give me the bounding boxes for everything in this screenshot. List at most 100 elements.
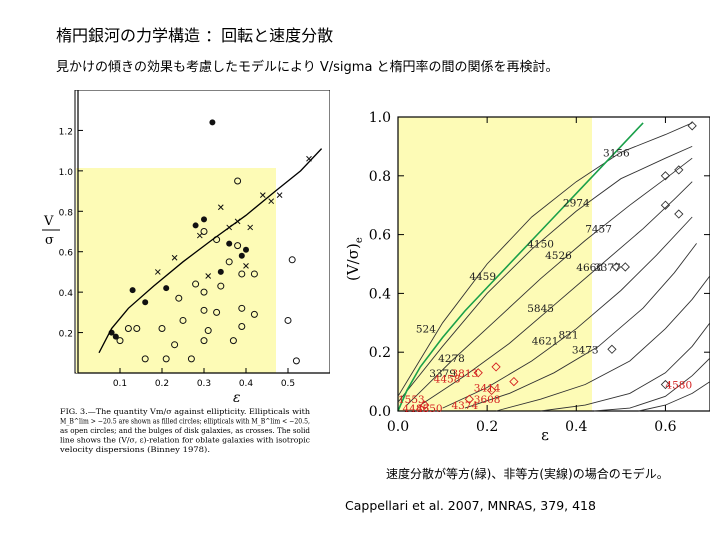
open-circle-point xyxy=(133,325,141,333)
diamond-marker xyxy=(607,344,617,354)
y-tick-label: 0.8 xyxy=(59,208,74,218)
galaxy-label: 5845 xyxy=(527,303,554,315)
galaxy-label: 4150 xyxy=(527,238,554,250)
cross-point xyxy=(217,204,224,211)
y-tick-label: 0.2 xyxy=(369,345,391,361)
galaxy-label: 7457 xyxy=(585,224,612,236)
filled-circle-point xyxy=(192,222,199,229)
open-circle-point xyxy=(288,256,296,264)
anisotropic-curve xyxy=(495,275,710,412)
diamond-marker xyxy=(660,171,671,181)
galaxy-label: 4486 xyxy=(402,403,429,415)
galaxy-label: 4580 xyxy=(665,380,692,392)
y-tick-label: 0.4 xyxy=(59,289,74,299)
filled-circle-point xyxy=(226,240,233,247)
y-tick-label: 1.0 xyxy=(59,168,74,178)
x-tick-label: 0.5 xyxy=(281,379,295,389)
open-circle-point xyxy=(284,316,292,324)
x-tick-group: 0.0 0.2 0.4 0.6 xyxy=(387,117,677,435)
open-circle-point xyxy=(229,337,237,345)
galaxy-label: 3813 xyxy=(451,368,478,380)
slide-subtitle: 見かけの傾きの効果も考慮したモデルにより V/sigma と楕円率の間の関係を再… xyxy=(56,60,559,75)
galaxy-label: 4660 xyxy=(576,262,603,274)
galaxy-label: 4278 xyxy=(438,353,465,365)
open-circle-point xyxy=(213,308,221,316)
filled-circle-point xyxy=(142,299,149,306)
y-tick-label: 0.8 xyxy=(369,169,391,185)
cappellari-figure: 3156297474574150452646603377445958458214… xyxy=(344,110,710,444)
caption-line: M_B^lim > −20.5 are shown as filled circ… xyxy=(60,418,310,426)
anisotropic-curve xyxy=(594,357,710,412)
cross-point xyxy=(247,224,254,231)
open-circle-point xyxy=(200,228,208,235)
open-circle-point xyxy=(158,325,166,333)
anisotropic-curve xyxy=(420,181,693,406)
cross-point xyxy=(205,273,212,279)
filled-circle-point xyxy=(217,268,224,275)
open-circle-point xyxy=(238,270,246,278)
x-tick-label: 0.6 xyxy=(654,419,676,435)
diamond-markers xyxy=(420,121,697,410)
x-tick-label: 0.4 xyxy=(239,379,254,389)
y-axis-label: V σ xyxy=(42,214,60,248)
filled-circle-point xyxy=(243,246,249,253)
filled-circle-point xyxy=(201,216,207,223)
open-circle-point xyxy=(238,323,246,331)
anisotropic-curve xyxy=(406,157,693,406)
caption-line: line shows the (V/σ, ε)-relation for obl… xyxy=(60,437,310,445)
cross-point xyxy=(196,232,203,239)
open-circle-point xyxy=(192,280,200,288)
galaxy-label: 2974 xyxy=(563,197,590,209)
open-circle-point xyxy=(124,325,132,333)
y-label-denominator: σ xyxy=(45,233,54,248)
open-circle-point xyxy=(200,306,208,314)
x-tick-label: 0.3 xyxy=(197,379,211,389)
figure-caption: FIG. 3.—The quantity Vm/σ against ellipt… xyxy=(59,408,311,454)
diamond-marker xyxy=(611,262,622,272)
open-circle-point xyxy=(187,355,195,363)
y-tick-label: 0.6 xyxy=(59,249,74,259)
open-circle-point xyxy=(179,316,187,324)
open-circle-point xyxy=(225,258,233,266)
diamond-marker xyxy=(420,400,430,410)
anisotropic-curve xyxy=(540,322,710,412)
galaxy-label: 3377 xyxy=(594,262,621,274)
diamond-marker xyxy=(473,368,483,378)
citation: Cappellari et al. 2007, MNRAS, 379, 418 xyxy=(345,498,596,513)
anisotropic-curve xyxy=(638,381,710,412)
galaxy-label: 3379 xyxy=(429,368,456,380)
open-circle-point xyxy=(204,327,212,335)
galaxy-labels: 3156297474574150452646603377445958458214… xyxy=(398,147,692,415)
galaxy-label: 3156 xyxy=(603,147,630,159)
galaxy-label: 4526 xyxy=(545,250,572,262)
diamond-marker xyxy=(509,376,519,387)
x-tick-label: 0.1 xyxy=(113,379,127,389)
galaxy-label: 524 xyxy=(416,324,436,336)
anisotropic-curve xyxy=(442,216,693,409)
open-circle-point xyxy=(175,294,183,302)
y-tick-group: 0.2 0.4 0.6 0.8 1.0 1.2 xyxy=(59,127,83,340)
diamond-marker xyxy=(687,121,697,131)
diamond-marker xyxy=(464,394,474,404)
cross-point xyxy=(259,192,266,198)
galaxy-label: 3414 xyxy=(474,382,501,394)
cross-point xyxy=(154,269,161,275)
isotropic-green-line xyxy=(397,122,644,412)
open-circle-point xyxy=(234,177,242,185)
data-points xyxy=(108,119,312,365)
anisotropic-curve xyxy=(464,243,697,409)
diamond-marker xyxy=(660,200,671,210)
anisotropic-model-curves xyxy=(397,122,710,412)
x-tick-group: 0.1 0.2 0.3 0.4 0.5 xyxy=(113,368,295,389)
galaxy-label: 4550 xyxy=(416,403,443,415)
diamond-marker xyxy=(620,262,630,272)
open-circle-point xyxy=(171,341,179,349)
diamond-marker xyxy=(660,379,671,390)
galaxy-label: 4458 xyxy=(434,374,461,386)
model-note: 速度分散が等方(緑)、非等方(実線)の場合のモデル。 xyxy=(386,467,669,481)
cross-point xyxy=(276,192,283,198)
y-tick-label: 0.0 xyxy=(369,404,391,420)
caption-line: velocity dispersions (Binney 1978). xyxy=(59,446,210,454)
y-tick-label: 0.6 xyxy=(369,228,391,244)
filled-circle-point xyxy=(209,119,216,126)
